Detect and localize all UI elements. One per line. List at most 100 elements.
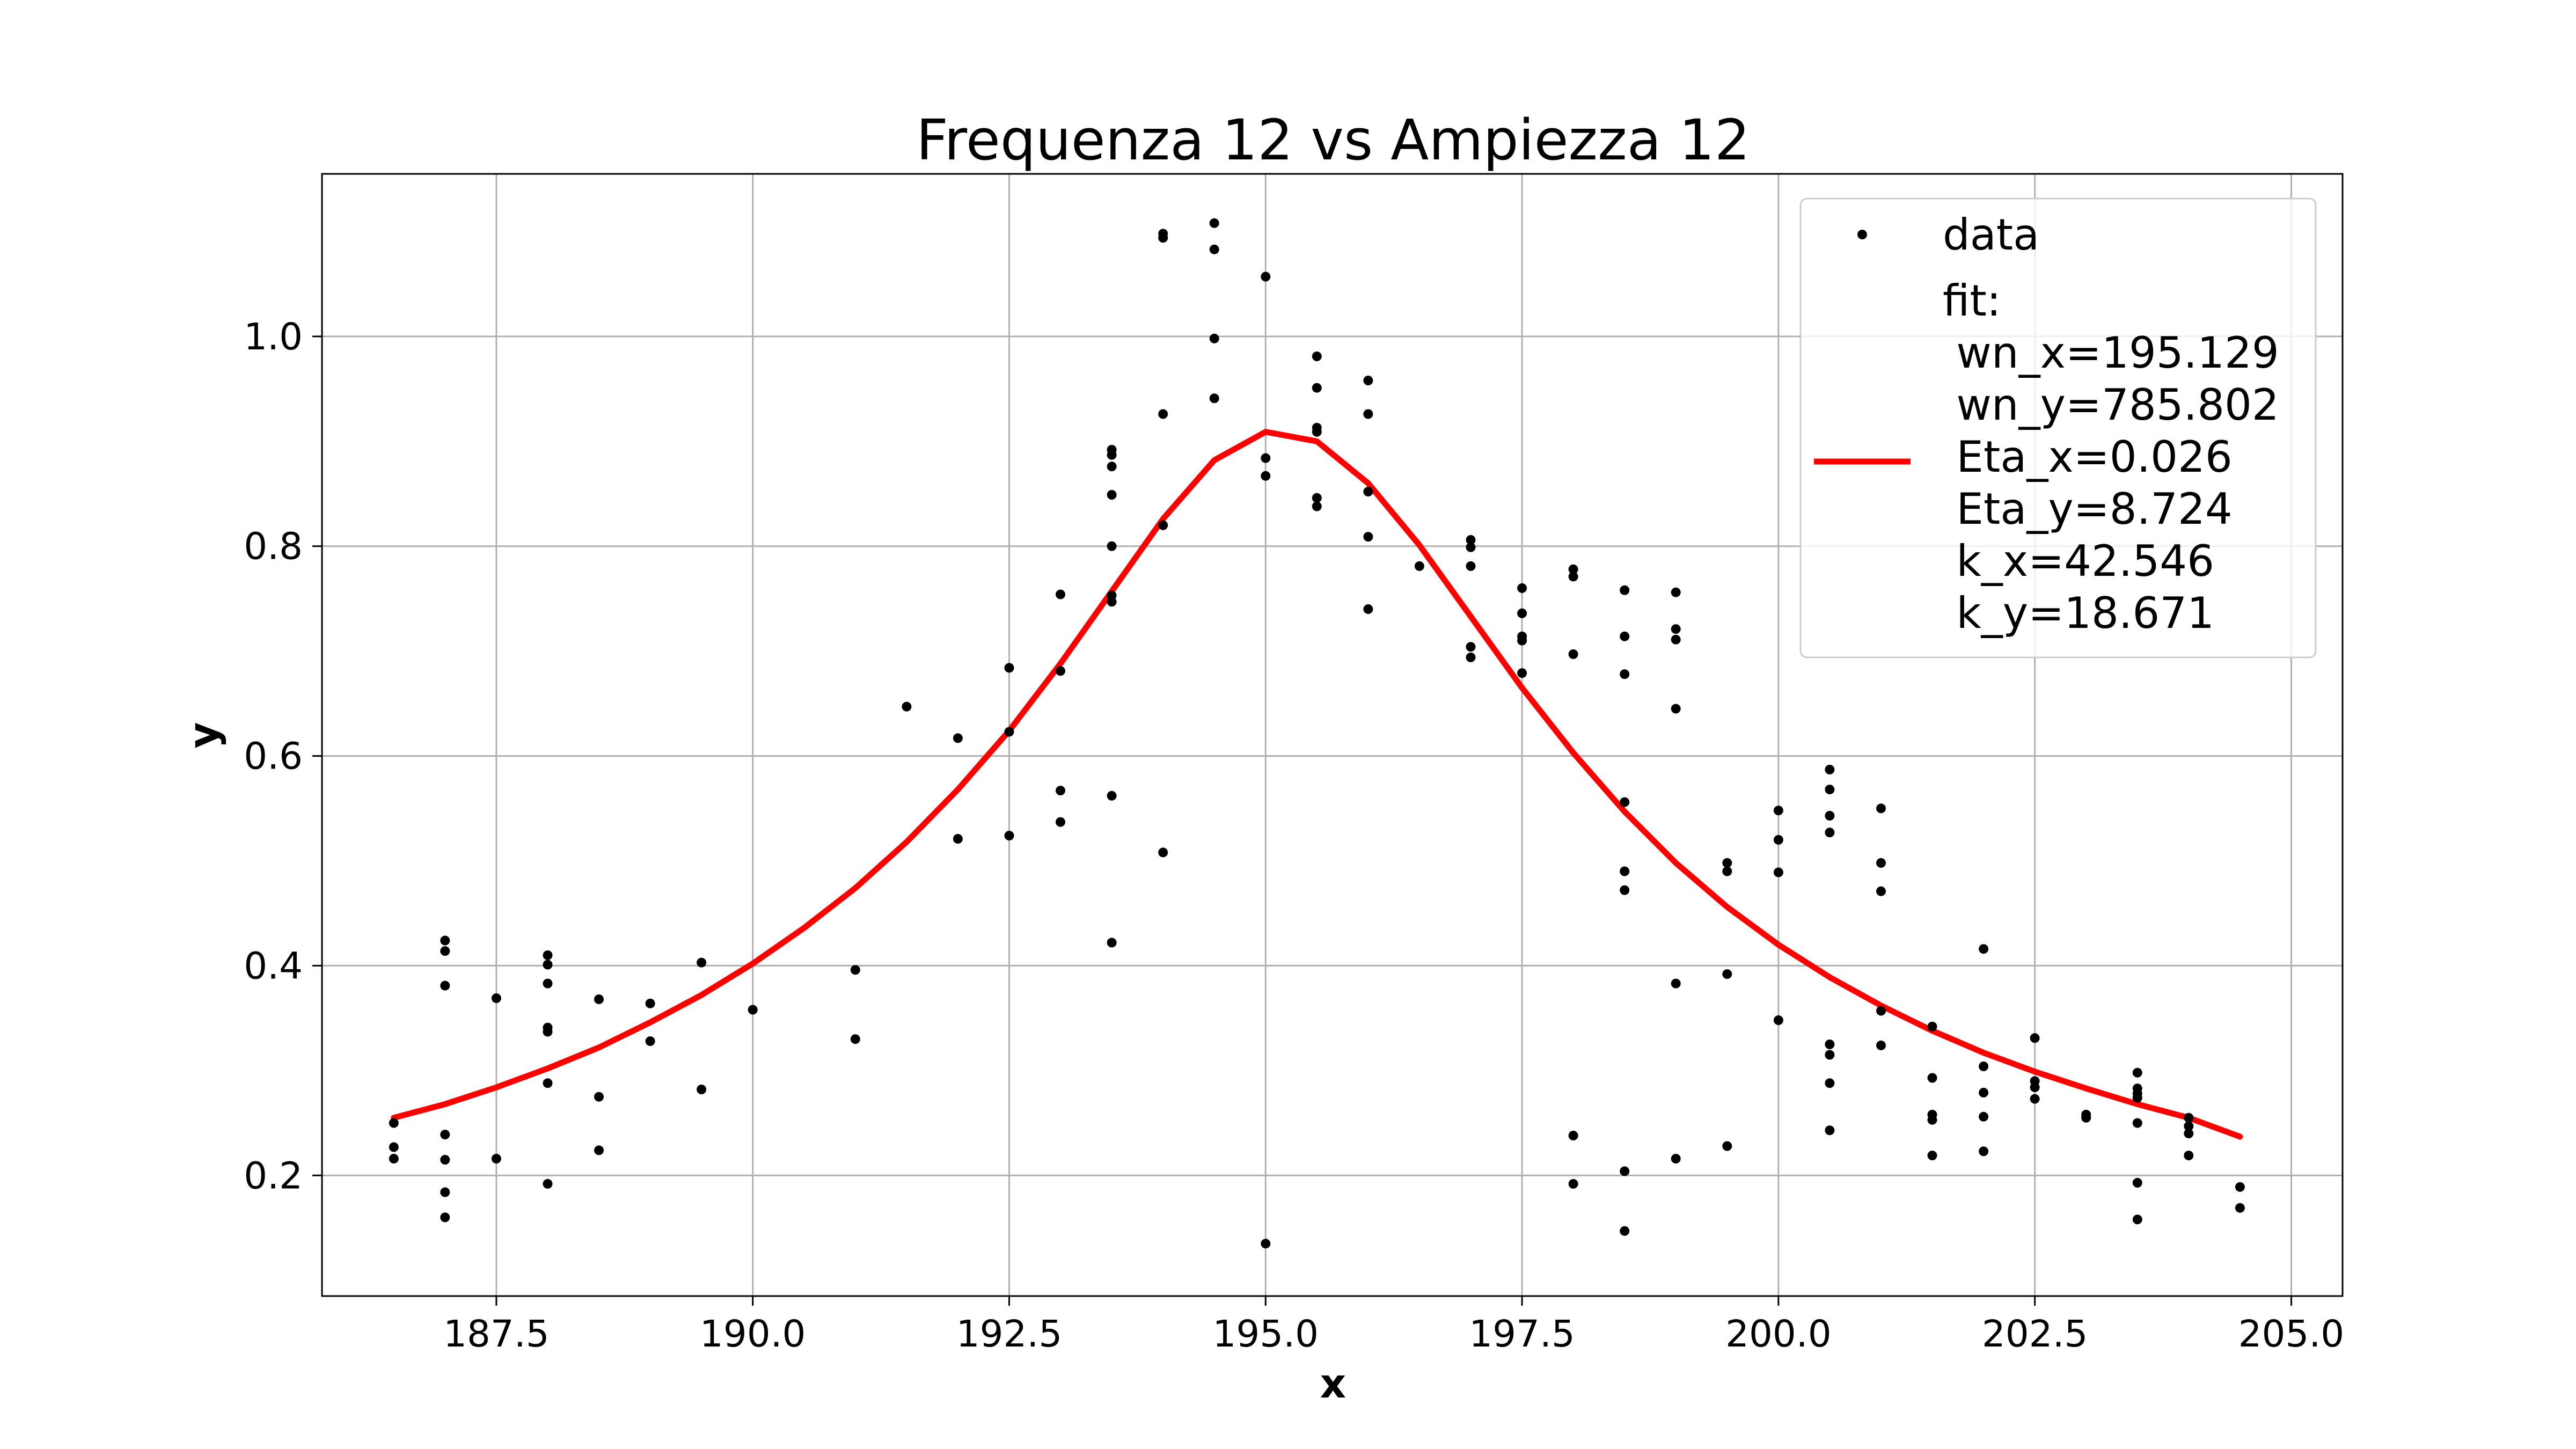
data-point <box>1209 244 1219 254</box>
data-point <box>2184 1113 2194 1123</box>
data-point <box>953 733 963 743</box>
data-point <box>1620 585 1630 595</box>
data-point <box>594 1092 604 1102</box>
data-point <box>697 957 707 968</box>
legend-data-label: data <box>1943 210 2039 260</box>
data-point <box>1363 604 1373 614</box>
data-point <box>440 1130 450 1140</box>
y-tick-label: 0.8 <box>244 525 303 568</box>
x-tick-label: 187.5 <box>443 1313 550 1356</box>
data-point <box>1312 493 1322 503</box>
legend-box <box>1799 197 2317 658</box>
data-point <box>1620 885 1630 895</box>
data-point <box>1466 535 1476 545</box>
data-point <box>594 994 604 1004</box>
data-point <box>2235 1182 2245 1192</box>
x-tick-label: 192.5 <box>956 1313 1063 1356</box>
x-tick-label: 202.5 <box>1982 1313 2088 1356</box>
data-point <box>645 998 655 1008</box>
data-point <box>1107 450 1117 460</box>
data-point <box>697 1085 707 1094</box>
data-point <box>440 980 450 991</box>
data-point <box>1414 561 1424 571</box>
data-point <box>1209 333 1219 343</box>
data-point <box>1620 866 1630 876</box>
x-tick-label: 195.0 <box>1213 1313 1319 1356</box>
data-point <box>2030 1033 2040 1043</box>
data-point <box>440 946 450 956</box>
data-point <box>1620 797 1630 807</box>
data-point <box>1209 218 1219 228</box>
data-point <box>1568 564 1578 574</box>
data-point <box>1158 847 1168 858</box>
data-point <box>1312 427 1322 437</box>
data-point <box>1979 1087 1989 1097</box>
data-point <box>748 1005 758 1015</box>
data-point <box>1158 520 1168 530</box>
data-point <box>1876 803 1886 814</box>
data-point <box>1722 858 1732 868</box>
data-point <box>1107 490 1117 500</box>
data-point <box>2184 1121 2194 1131</box>
data-point <box>389 1142 399 1152</box>
data-point <box>1261 471 1271 481</box>
data-point <box>1671 587 1681 597</box>
data-point <box>1568 1131 1578 1140</box>
data-point <box>1620 669 1630 679</box>
data-point <box>1466 652 1476 662</box>
data-point <box>1312 352 1322 361</box>
data-point <box>440 1212 450 1223</box>
data-point <box>1056 666 1065 676</box>
data-point <box>953 834 963 844</box>
data-point <box>850 1034 860 1044</box>
data-point <box>1056 589 1065 599</box>
data-point <box>1979 1146 1989 1157</box>
data-point <box>1158 233 1168 243</box>
data-point <box>1004 831 1014 841</box>
data-point <box>1517 608 1527 618</box>
legend-data-marker <box>1857 230 1867 239</box>
data-point <box>1773 1015 1783 1025</box>
data-point <box>2081 1113 2091 1123</box>
chart-title: Frequenza 12 vs Ampiezza 12 <box>916 107 1750 173</box>
data-point <box>1722 969 1732 979</box>
data-point <box>1107 938 1117 948</box>
legend-fit-label: fit: wn_x=195.129 wn_y=785.802 Eta_x=0.0… <box>1943 276 2279 638</box>
data-point <box>2184 1151 2194 1161</box>
x-tick-label: 197.5 <box>1469 1313 1575 1356</box>
data-point <box>389 1118 399 1128</box>
data-point <box>543 950 553 960</box>
data-point <box>1825 1050 1835 1060</box>
x-tick-label: 200.0 <box>1725 1313 1832 1356</box>
data-point <box>1568 572 1578 582</box>
data-point <box>491 993 501 1003</box>
x-tick-label: 205.0 <box>2238 1313 2345 1356</box>
data-point <box>594 1145 604 1155</box>
data-point <box>543 1027 553 1037</box>
data-point <box>1620 1166 1630 1176</box>
data-point <box>543 1179 553 1189</box>
data-point <box>1825 785 1835 795</box>
axis-ticks: 187.5 190.0 192.5 195.0 197.5 200.0 202.5 205.0… <box>244 316 2344 1356</box>
data-point <box>1876 1040 1886 1050</box>
data-point <box>1107 541 1117 551</box>
data-point <box>2030 1094 2040 1104</box>
data-point <box>645 1036 655 1046</box>
data-point <box>1620 1226 1630 1236</box>
data-point <box>1312 383 1322 393</box>
data-point <box>1825 1125 1835 1136</box>
data-point <box>2184 1129 2194 1139</box>
data-point <box>1517 635 1527 646</box>
data-point <box>543 960 553 970</box>
data-point <box>2132 1177 2142 1188</box>
data-point <box>1979 1062 1989 1071</box>
data-point <box>2132 1118 2142 1128</box>
data-point <box>1568 649 1578 659</box>
data-point <box>1927 1115 1937 1125</box>
data-point <box>1004 727 1014 737</box>
data-point <box>440 1155 450 1165</box>
data-point <box>1773 835 1783 845</box>
y-axis-label: y <box>180 722 227 749</box>
data-point <box>1825 811 1835 821</box>
